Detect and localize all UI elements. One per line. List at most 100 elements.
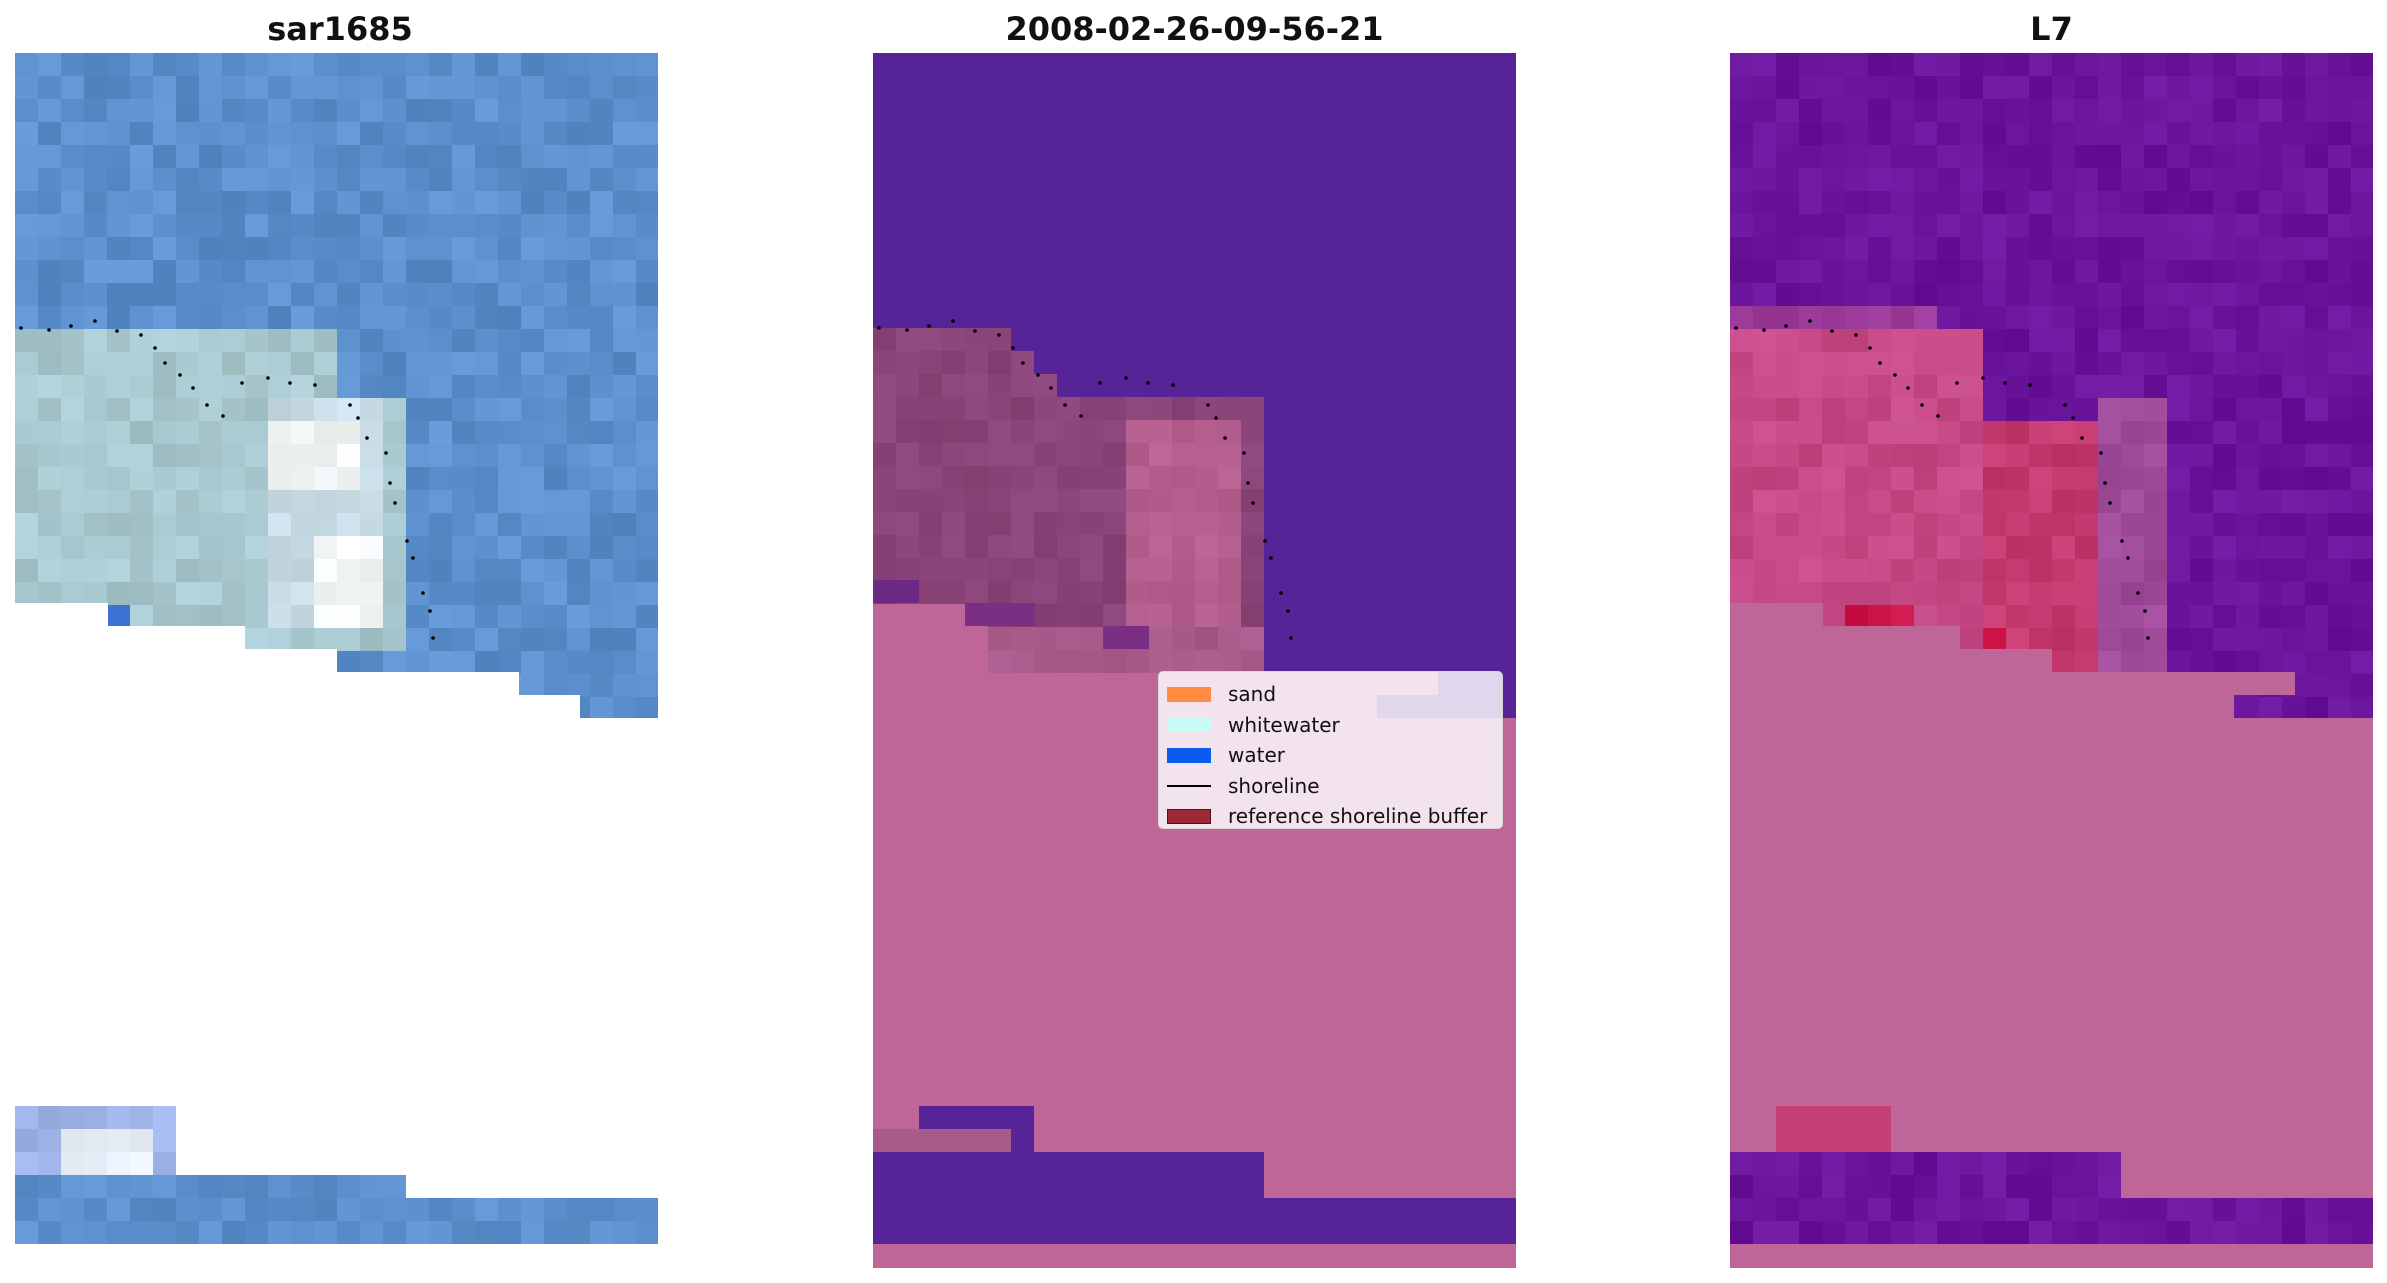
index-pixel (2213, 467, 2236, 490)
index-pixel (2282, 375, 2305, 398)
sand-pixel (1034, 581, 1057, 604)
sand-pixel (942, 489, 965, 512)
index-pixel (2075, 605, 2098, 628)
rgb-pixel (567, 168, 590, 191)
rgb-pixel (291, 53, 314, 76)
rgb-pixel (291, 99, 314, 122)
index-pixel (2351, 214, 2373, 237)
index-pixel (2167, 1198, 2190, 1221)
rgb-pixel (636, 421, 658, 444)
sand-pixel (896, 558, 919, 581)
rgb-pixel (521, 559, 544, 582)
index-pixel (2305, 513, 2328, 536)
rgb-pixel (337, 444, 360, 467)
index-pixel (1983, 283, 2006, 306)
rgb-pixel (84, 1152, 107, 1175)
index-pixel (2121, 467, 2144, 490)
rgb-pixel (544, 651, 567, 674)
rgb-pixel (613, 513, 636, 536)
index-pixel (2075, 352, 2098, 375)
rgb-pixel (15, 329, 38, 352)
index-pixel (1960, 582, 1983, 605)
index-pixel (2328, 421, 2351, 444)
index-pixel (2167, 352, 2190, 375)
rgb-pixel (199, 536, 222, 559)
rgb-pixel (84, 398, 107, 421)
shoreline-point (163, 361, 167, 365)
rgb-pixel (567, 444, 590, 467)
rgb-pixel (291, 536, 314, 559)
index-pixel (1845, 329, 1868, 352)
rgb-pixel (383, 329, 406, 352)
index-pixel (2121, 237, 2144, 260)
index-pixel (2144, 191, 2167, 214)
shoreline-point (1098, 381, 1102, 385)
rgb-pixel (613, 375, 636, 398)
rgb-pixel (15, 1152, 38, 1175)
rgb-pixel (15, 352, 38, 375)
sand-pixel (1057, 581, 1080, 604)
water-band (919, 1106, 1034, 1129)
sand-pixel (1080, 535, 1103, 558)
index-pixel (1914, 260, 1937, 283)
rgb-pixel (498, 651, 521, 674)
rgb-pixel (268, 375, 291, 398)
rgb-pixel (360, 76, 383, 99)
rgb-pixel (452, 260, 475, 283)
rgb-pixel (222, 122, 245, 145)
rgb-pixel (544, 352, 567, 375)
sand-pixel (988, 374, 1011, 397)
rgb-pixel (521, 444, 544, 467)
index-pixel (2098, 398, 2121, 421)
index-pixel (2282, 605, 2305, 628)
index-pixel (1868, 467, 1891, 490)
rgb-pixel (153, 283, 176, 306)
index-pixel (2213, 651, 2236, 674)
rgb-pixel (222, 283, 245, 306)
index-pixel (1914, 145, 1937, 168)
rgb-pixel (38, 260, 61, 283)
index-pixel (1822, 1152, 1845, 1175)
rgb-pixel (245, 582, 268, 605)
legend-label-water: water (1228, 743, 1285, 768)
rgb-pixel (498, 559, 521, 582)
index-pixel (1891, 582, 1914, 605)
shoreline-point (1981, 376, 1985, 380)
index-pixel (2328, 490, 2351, 513)
rgb-pixel (61, 421, 84, 444)
rgb-pixel (245, 398, 268, 421)
index-pixel (1730, 490, 1753, 513)
shoreline-point (1936, 414, 1940, 418)
rgb-pixel (544, 99, 567, 122)
sand-pixel (988, 581, 1011, 604)
rgb-pixel (452, 237, 475, 260)
index-pixel (1799, 490, 1822, 513)
rgb-pixel (107, 214, 130, 237)
index-pixel (2006, 490, 2029, 513)
rgb-pixel (406, 398, 429, 421)
index-pixel (2305, 145, 2328, 168)
rgb-pixel (590, 628, 613, 651)
index-pixel (2052, 651, 2075, 674)
index-pixel (1730, 76, 1753, 99)
index-pixel (2052, 53, 2075, 76)
rgb-pixel (199, 145, 222, 168)
rgb-pixel (429, 191, 452, 214)
sand-pixel (988, 489, 1011, 512)
index-pixel (2075, 513, 2098, 536)
shoreline-point (973, 329, 977, 333)
index-pixel (2305, 283, 2328, 306)
sand-pixel (1218, 650, 1241, 673)
rgb-pixel (222, 168, 245, 191)
rgb-pixel (222, 536, 245, 559)
index-pixel (1937, 559, 1960, 582)
rgb-pixel (452, 1198, 475, 1221)
sand-pixel (1172, 627, 1195, 650)
rgb-pixel (153, 306, 176, 329)
index-pixel (2351, 513, 2373, 536)
rgb-pixel (567, 628, 590, 651)
index-pixel (2236, 559, 2259, 582)
rgb-pixel (130, 536, 153, 559)
index-pixel (1960, 1175, 1983, 1198)
index-pixel (1891, 444, 1914, 467)
